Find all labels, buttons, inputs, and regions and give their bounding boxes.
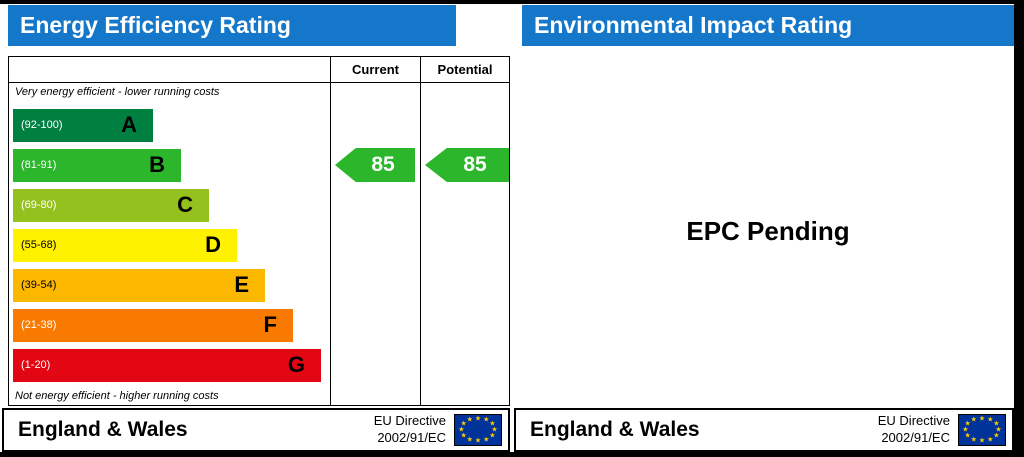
band-bar-a: (92-100) A: [13, 108, 153, 142]
band-bar-d: (55-68) D: [13, 228, 237, 262]
band-range-label: (21-38): [21, 319, 57, 331]
eu-flag-star: ★: [491, 426, 498, 434]
band-range-label: (81-91): [21, 159, 57, 171]
band-rows: (92-100) A (81-91) B (69-80) C (55-68) D (39-54)…: [9, 105, 330, 385]
eu-flag-star: ★: [489, 420, 496, 428]
energy-efficiency-header: Energy Efficiency Rating: [8, 5, 456, 46]
eu-flag-star: ★: [993, 432, 1000, 440]
band-letter: A: [121, 112, 137, 137]
region-label: England & Wales: [530, 418, 700, 441]
eu-flag-star: ★: [964, 420, 971, 428]
eu-flag-star: ★: [474, 437, 482, 445]
band-letter: G: [287, 352, 305, 377]
efficiency-note-bottom: Not energy efficient - higher running co…: [15, 390, 219, 402]
eu-directive-label: EU Directive 2002/91/EC: [374, 413, 446, 447]
eu-flag-star: ★: [962, 426, 969, 434]
band-range-label: (69-80): [21, 199, 57, 211]
eu-flag-star: ★: [483, 416, 490, 424]
eu-flag-star: ★: [970, 416, 977, 424]
band-row-b: (81-91) B: [9, 145, 330, 185]
eu-flag-star: ★: [489, 432, 496, 440]
band-range-label: (55-68): [21, 239, 57, 251]
eu-flag-star: ★: [978, 415, 986, 423]
current-column-header: Current: [331, 57, 421, 82]
footer-right: England & Wales EU Directive 2002/91/EC …: [514, 408, 1014, 452]
environmental-impact-header: Environmental Impact Rating: [522, 5, 1014, 46]
band-letter: C: [177, 192, 193, 217]
band-letter: E: [234, 272, 249, 297]
band-row-a: (92-100) A: [9, 105, 330, 145]
eu-flag-star: ★: [474, 415, 482, 423]
potential-column-divider: [420, 83, 421, 405]
band-letter: B: [149, 152, 165, 177]
eu-directive-line1: EU Directive: [877, 413, 950, 429]
eu-flag-star: ★: [987, 416, 994, 424]
eu-directive-label: EU Directive 2002/91/EC: [878, 413, 950, 447]
band-bar-c: (69-80) C: [13, 188, 209, 222]
eu-flag-star: ★: [460, 432, 467, 440]
current-column-divider: [330, 83, 331, 405]
efficiency-note-top: Very energy efficient - lower running co…: [15, 86, 220, 98]
eu-flag-star: ★: [466, 416, 473, 424]
eu-flag-star: ★: [978, 437, 986, 445]
band-row-e: (39-54) E: [9, 265, 330, 305]
band-bar-e: (39-54) E: [13, 268, 265, 302]
eu-flag-star: ★: [458, 426, 465, 434]
eu-flag-star: ★: [993, 420, 1000, 428]
band-range-label: (39-54): [21, 279, 57, 291]
eu-flag-star: ★: [483, 436, 490, 444]
band-letter: F: [263, 312, 277, 337]
environmental-impact-title: Environmental Impact Rating: [534, 12, 853, 38]
band-bar-b: (81-91) B: [13, 148, 181, 182]
band-row-d: (55-68) D: [9, 225, 330, 265]
rating-table-header-row: Current Potential: [9, 57, 509, 83]
band-row-c: (69-80) C: [9, 185, 330, 225]
region-label: England & Wales: [18, 418, 188, 441]
eu-flag-star: ★: [995, 426, 1002, 434]
epc-pending-text: EPC Pending: [686, 215, 850, 246]
eu-flag-star: ★: [964, 432, 971, 440]
eu-flag-star: ★: [466, 436, 473, 444]
band-range-label: (1-20): [21, 359, 51, 371]
band-row-f: (21-38) F: [9, 305, 330, 345]
potential-column-header: Potential: [437, 62, 493, 77]
eu-flag-star: ★: [460, 420, 467, 428]
bands-column-header: [9, 57, 331, 82]
potential-arrow: 85: [425, 148, 509, 182]
band-range-label: (92-100): [21, 119, 63, 131]
energy-efficiency-title: Energy Efficiency Rating: [20, 12, 291, 38]
band-letter: D: [205, 232, 221, 257]
rating-table-body: Very energy efficient - lower running co…: [9, 83, 509, 405]
eu-directive-line1: EU Directive: [373, 413, 446, 429]
band-bar-g: (1-20) G: [13, 348, 321, 382]
environmental-impact-body: EPC Pending: [522, 56, 1014, 406]
eu-directive-line2: 2002/91/EC: [881, 430, 950, 445]
eu-flag: ★ ★ ★ ★ ★ ★ ★ ★ ★ ★ ★ ★: [454, 414, 502, 446]
footer-left: England & Wales EU Directive 2002/91/EC …: [2, 408, 510, 452]
band-bar-f: (21-38) F: [13, 308, 293, 342]
energy-rating-table: Current Potential Very energy efficient …: [8, 56, 510, 406]
band-row-g: (1-20) G: [9, 345, 330, 385]
eu-flag-star: ★: [970, 436, 977, 444]
eu-flag-star: ★: [987, 436, 994, 444]
eu-directive-line2: 2002/91/EC: [377, 430, 446, 445]
current-arrow: 85: [335, 148, 415, 182]
eu-flag: ★ ★ ★ ★ ★ ★ ★ ★ ★ ★ ★ ★: [958, 414, 1006, 446]
